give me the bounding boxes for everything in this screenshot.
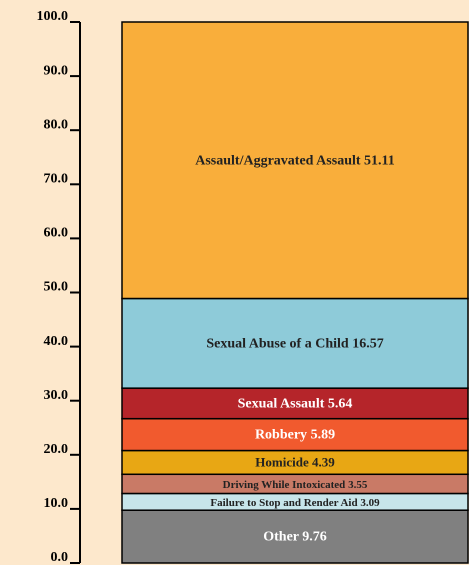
segment-label: Assault/Aggravated Assault 51.11 xyxy=(195,153,395,168)
segment-value: 5.89 xyxy=(311,428,336,443)
segment-value: 51.11 xyxy=(364,153,395,168)
bar-segment xyxy=(121,417,469,452)
segment-name: Driving While Intoxicated xyxy=(223,478,346,490)
y-tick-label: 70.0 xyxy=(44,172,69,187)
bar-segment xyxy=(121,21,469,300)
y-tick-label: 30.0 xyxy=(44,388,69,403)
segment-label: Robbery 5.89 xyxy=(255,428,335,443)
segment-name: Sexual Assault xyxy=(238,397,325,412)
bar-segment xyxy=(121,509,469,564)
y-tick-label: 40.0 xyxy=(44,334,69,349)
segment-label: Other 9.76 xyxy=(263,530,327,545)
y-tick-label: 90.0 xyxy=(44,63,69,78)
segment-value: 16.57 xyxy=(352,337,384,352)
segment-label: Sexual Abuse of a Child 16.57 xyxy=(206,337,383,352)
segment-value: 9.76 xyxy=(302,530,327,545)
y-tick-label: 50.0 xyxy=(44,280,69,295)
segment-name: Failure to Stop and Render Aid xyxy=(210,496,357,508)
segment-name: Homicide xyxy=(255,454,309,469)
segment-value: 3.55 xyxy=(348,478,368,490)
segment-name: Other xyxy=(263,530,299,545)
y-tick-label: 100.0 xyxy=(37,9,69,24)
segment-value: 4.39 xyxy=(312,454,335,469)
y-tick-label: 20.0 xyxy=(44,442,69,457)
segment-name: Assault/Aggravated Assault xyxy=(195,153,361,168)
segment-label: Sexual Assault 5.64 xyxy=(238,397,353,412)
segment-label: Driving While Intoxicated 3.55 xyxy=(223,478,368,490)
segment-name: Robbery xyxy=(255,428,307,443)
segment-label: Failure to Stop and Render Aid 3.09 xyxy=(210,496,380,508)
segment-value: 3.09 xyxy=(360,496,380,508)
y-tick-label: 0.0 xyxy=(51,550,69,565)
segment-name: Sexual Abuse of a Child xyxy=(206,337,349,352)
y-tick-label: 10.0 xyxy=(44,496,69,511)
segment-label: Homicide 4.39 xyxy=(255,454,335,469)
segment-value: 5.64 xyxy=(328,397,353,412)
y-tick-label: 80.0 xyxy=(44,117,69,132)
y-tick-label: 60.0 xyxy=(44,226,69,241)
